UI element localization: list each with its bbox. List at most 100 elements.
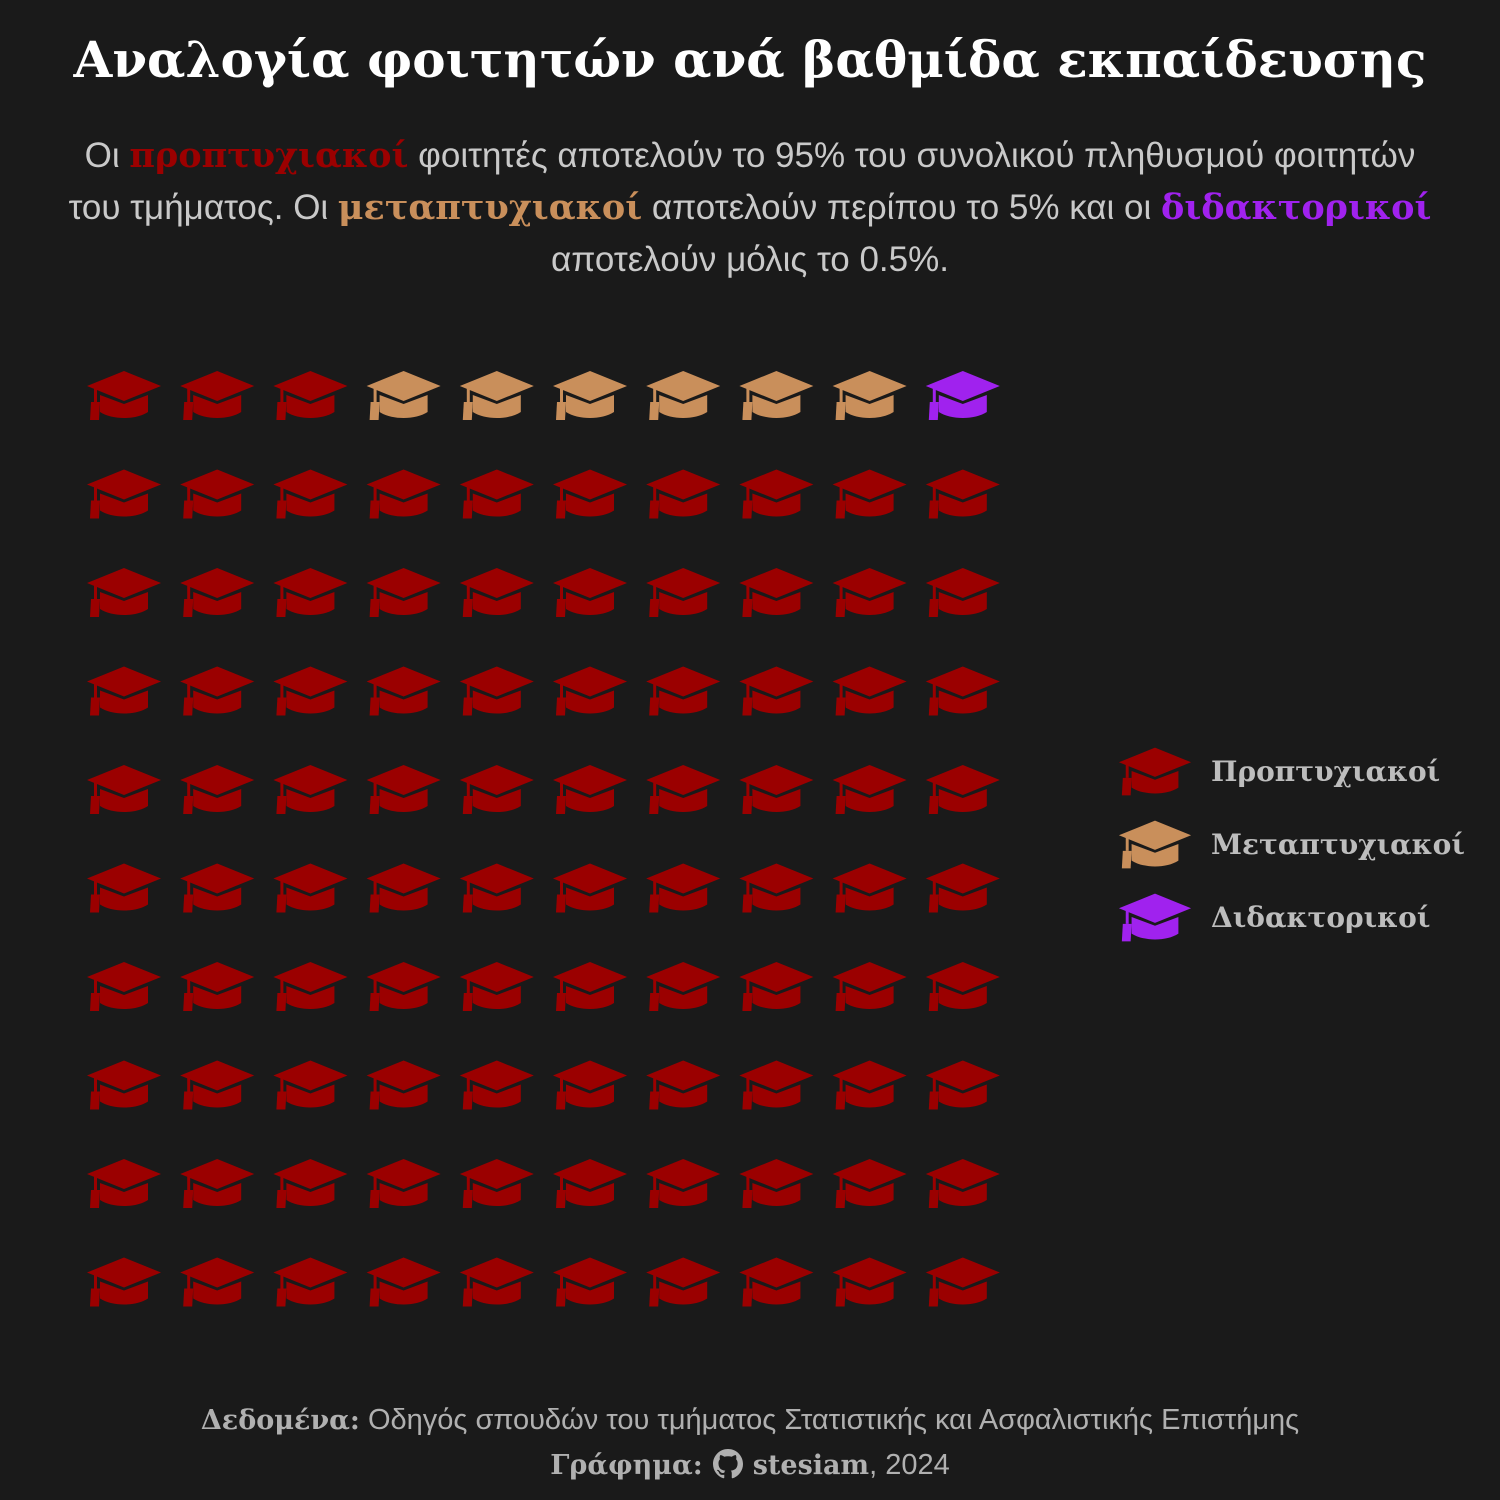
waffle-cell-graduation-cap-icon — [646, 469, 721, 519]
legend-item: Μεταπτυχιακοί — [1116, 808, 1465, 881]
legend-label: Διδακτορικοί — [1211, 901, 1431, 934]
waffle-cell-graduation-cap-icon — [553, 371, 627, 420]
waffle-cell-graduation-cap-icon — [366, 765, 441, 814]
waffle-cell-graduation-cap-icon — [366, 371, 441, 420]
subtitle-highlight-postgrad: μεταπτυχιακοί — [337, 187, 643, 228]
waffle-cell-graduation-cap-icon — [646, 1159, 721, 1208]
waffle-cell-graduation-cap-icon — [87, 962, 161, 1011]
footer-data-label: Δεδομένα: — [200, 1405, 360, 1436]
waffle-cell-graduation-cap-icon — [925, 568, 1000, 617]
waffle-cell-graduation-cap-icon — [87, 765, 161, 814]
waffle-cell-graduation-cap-icon — [925, 765, 1000, 814]
legend-item: Προπτυχιακοί — [1116, 735, 1465, 808]
subtitle-text-1: Οι — [84, 136, 130, 175]
waffle-cell-graduation-cap-icon — [273, 1257, 348, 1307]
subtitle-highlight-undergrad: προπτυχιακοί — [129, 135, 409, 176]
waffle-cell-graduation-cap-icon — [739, 962, 814, 1011]
waffle-cell-graduation-cap-icon — [553, 765, 627, 814]
waffle-cell-graduation-cap-icon — [459, 666, 534, 716]
waffle-cell-graduation-cap-icon — [553, 568, 627, 617]
waffle-cell-graduation-cap-icon — [273, 765, 348, 814]
footer-graph-line: Γράφημα: stesiam, 2024 — [0, 1443, 1500, 1492]
waffle-cell-graduation-cap-icon — [832, 666, 907, 716]
waffle-cell-graduation-cap-icon — [832, 1159, 907, 1208]
waffle-cell-graduation-cap-icon — [273, 568, 348, 617]
waffle-cell-graduation-cap-icon — [925, 962, 1000, 1011]
waffle-cell-graduation-cap-icon — [273, 962, 348, 1011]
subtitle-text-3: αποτελούν περίπου το 5% και οι — [642, 188, 1161, 227]
legend-label: Μεταπτυχιακοί — [1211, 828, 1465, 861]
legend: Προπτυχιακοί Μεταπτυχιακοί Διδακτορικοί — [1116, 735, 1465, 954]
chart-title: Αναλογία φοιτητών ανά βαθμίδα εκπαίδευση… — [73, 30, 1427, 89]
waffle-cell-graduation-cap-icon — [925, 1257, 1000, 1307]
waffle-cell-graduation-cap-icon — [832, 469, 907, 519]
waffle-cell-graduation-cap-icon — [87, 371, 161, 420]
waffle-cell-graduation-cap-icon — [925, 863, 1000, 913]
subtitle-text-2: φοιτητές αποτελούν το 95% του συνολικού … — [68, 136, 1416, 227]
legend-item: Διδακτορικοί — [1116, 881, 1465, 954]
subtitle-text-4: αποτελούν μόλις το 0.5%. — [551, 240, 949, 279]
waffle-cell-graduation-cap-icon — [87, 1159, 161, 1208]
waffle-cell-graduation-cap-icon — [180, 863, 255, 913]
footer-data-source: Οδηγός σπουδών του τμήματος Στατιστικής … — [367, 1404, 1300, 1436]
waffle-cell-graduation-cap-icon — [925, 666, 1000, 716]
graduation-cap-icon — [1118, 747, 1192, 795]
waffle-cell-graduation-cap-icon — [459, 765, 534, 814]
waffle-cell-graduation-cap-icon — [832, 962, 907, 1011]
waffle-cell-graduation-cap-icon — [87, 568, 161, 617]
footer-year: , 2024 — [869, 1449, 950, 1481]
waffle-cell-graduation-cap-icon — [366, 568, 441, 617]
waffle-cell-graduation-cap-icon — [459, 568, 534, 617]
waffle-cell-graduation-cap-icon — [180, 1257, 255, 1307]
waffle-cell-graduation-cap-icon — [180, 469, 255, 519]
waffle-cell-graduation-cap-icon — [180, 962, 255, 1011]
waffle-cell-graduation-cap-icon — [646, 568, 721, 617]
waffle-cell-graduation-cap-icon — [739, 1159, 814, 1208]
waffle-cell-graduation-cap-icon — [180, 568, 255, 617]
subtitle-highlight-phd: διδακτορικοί — [1161, 187, 1432, 228]
waffle-cell-graduation-cap-icon — [832, 765, 907, 814]
waffle-cell-graduation-cap-icon — [646, 962, 721, 1011]
waffle-cell-graduation-cap-icon — [739, 371, 814, 420]
waffle-cell-graduation-cap-icon — [459, 863, 534, 913]
waffle-cell-graduation-cap-icon — [87, 863, 161, 913]
waffle-cell-graduation-cap-icon — [87, 666, 161, 716]
waffle-cell-graduation-cap-icon — [366, 1257, 441, 1307]
waffle-cell-graduation-cap-icon — [925, 1060, 1000, 1110]
waffle-cell-graduation-cap-icon — [459, 469, 534, 519]
waffle-cell-graduation-cap-icon — [459, 1257, 534, 1307]
chart-subtitle: Οι προπτυχιακοί φοιτητές αποτελούν το 95… — [60, 130, 1440, 286]
waffle-cell-graduation-cap-icon — [553, 1257, 627, 1307]
waffle-cell-graduation-cap-icon — [832, 1257, 907, 1307]
waffle-cell-graduation-cap-icon — [180, 1060, 255, 1110]
waffle-cell-graduation-cap-icon — [739, 765, 814, 814]
footer-author: stesiam — [752, 1450, 870, 1481]
waffle-cell-graduation-cap-icon — [366, 863, 441, 913]
waffle-cell-graduation-cap-icon — [832, 371, 907, 420]
waffle-cell-graduation-cap-icon — [832, 863, 907, 913]
waffle-cell-graduation-cap-icon — [180, 666, 255, 716]
footer-graph-label: Γράφημα: — [550, 1450, 703, 1481]
waffle-cell-graduation-cap-icon — [366, 469, 441, 519]
waffle-cell-graduation-cap-icon — [273, 666, 348, 716]
waffle-cell-graduation-cap-icon — [646, 666, 721, 716]
waffle-cell-graduation-cap-icon — [646, 1257, 721, 1307]
waffle-cell-graduation-cap-icon — [553, 1060, 627, 1110]
waffle-cell-graduation-cap-icon — [925, 1159, 1000, 1208]
waffle-cell-graduation-cap-icon — [366, 1159, 441, 1208]
waffle-cell-graduation-cap-icon — [553, 666, 627, 716]
waffle-cell-graduation-cap-icon — [459, 962, 534, 1011]
graduation-cap-icon — [1118, 893, 1192, 941]
waffle-cell-graduation-cap-icon — [180, 1159, 255, 1208]
waffle-cell-graduation-cap-icon — [273, 371, 348, 420]
waffle-cell-graduation-cap-icon — [459, 1060, 534, 1110]
waffle-cell-graduation-cap-icon — [832, 1060, 907, 1110]
waffle-cell-graduation-cap-icon — [553, 962, 627, 1011]
waffle-cell-graduation-cap-icon — [739, 469, 814, 519]
waffle-cell-graduation-cap-icon — [366, 962, 441, 1011]
waffle-cell-graduation-cap-icon — [739, 1060, 814, 1110]
waffle-cell-graduation-cap-icon — [646, 371, 721, 420]
waffle-cell-graduation-cap-icon — [925, 371, 1000, 420]
waffle-cell-graduation-cap-icon — [273, 1159, 348, 1208]
waffle-cell-graduation-cap-icon — [646, 765, 721, 814]
